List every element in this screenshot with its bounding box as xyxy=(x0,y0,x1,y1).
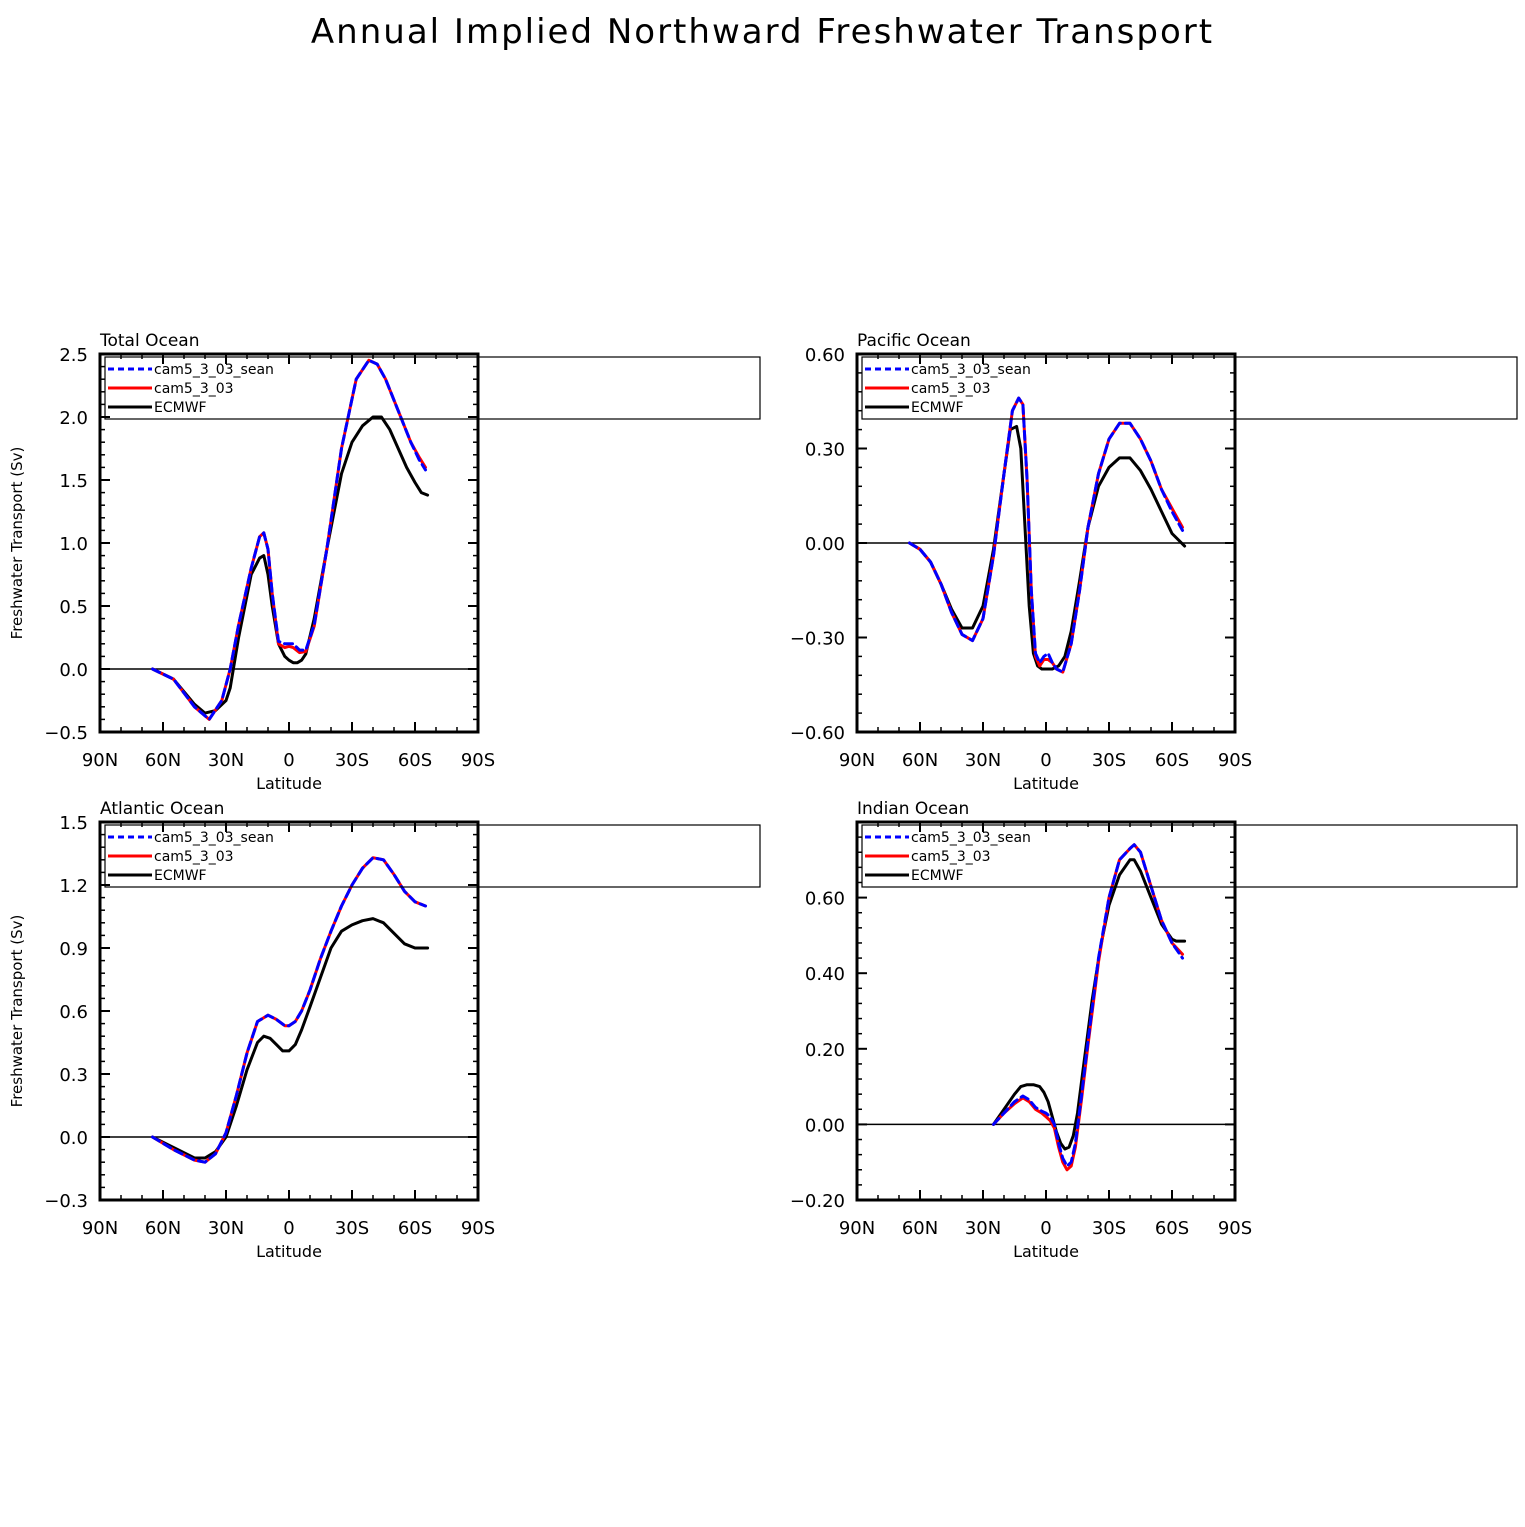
y-tick-label: 1.0 xyxy=(59,534,88,555)
chart-panel-4: Indian Ocean 90N 60N 30N 0 30S 60S 90S Latitude −… xyxy=(790,799,1518,1261)
legend-label: cam5_3_03 xyxy=(154,381,234,397)
legend-label: ECMWF xyxy=(154,868,207,884)
panel-title: Indian Ocean xyxy=(857,799,969,819)
x-tick-label: 90S xyxy=(461,1218,495,1239)
y-tick-label: −0.20 xyxy=(790,1191,845,1212)
x-tick-label: 30S xyxy=(335,750,369,771)
y-tick-label: 0.40 xyxy=(805,964,845,985)
x-tick-label: 30S xyxy=(1092,750,1126,771)
panel-title: Total Ocean xyxy=(99,331,200,351)
legend-label: ECMWF xyxy=(154,400,207,416)
x-tick-label: 60S xyxy=(398,750,432,771)
series-line-cam5-3-03-sean xyxy=(992,843,1184,1168)
chart-panel-2: Pacific Ocean 90N 60N 30N 0 30S 60S 90S Latitude… xyxy=(790,331,1518,793)
x-axis-label: Latitude xyxy=(1013,774,1079,793)
y-tick-label: 0.00 xyxy=(805,1115,845,1136)
y-tick-label: 1.2 xyxy=(59,876,88,897)
series-line-cam5-3-03 xyxy=(151,856,427,1164)
x-tick-label: 60N xyxy=(145,750,181,771)
y-tick-label: 0.9 xyxy=(59,939,88,960)
x-tick-label: 0 xyxy=(1040,750,1051,771)
x-tick-label: 90S xyxy=(461,750,495,771)
x-tick-label: 30S xyxy=(335,1218,369,1239)
legend-label: ECMWF xyxy=(911,400,964,416)
x-tick-label: 30N xyxy=(965,1218,1001,1239)
y-tick-label: 0.5 xyxy=(59,597,88,618)
chart-panel-3: Atlantic Ocean 90N 60N 30N 0 30S 60S 90S Latitud… xyxy=(8,799,761,1261)
y-tick-label: −0.3 xyxy=(44,1191,88,1212)
series-line-ECMWF xyxy=(151,415,430,715)
x-tick-label: 0 xyxy=(283,750,294,771)
x-tick-label: 60N xyxy=(902,1218,938,1239)
y-tick-label: 0.60 xyxy=(805,889,845,910)
legend-box xyxy=(861,824,1518,888)
y-tick-label: 0.3 xyxy=(59,1065,88,1086)
x-tick-label: 60N xyxy=(145,1218,181,1239)
y-tick-label: 0.30 xyxy=(805,440,845,461)
x-tick-label: 30N xyxy=(208,750,244,771)
legend-box xyxy=(861,356,1518,420)
x-tick-label: 90N xyxy=(82,750,118,771)
legend-label: cam5_3_03_sean xyxy=(911,362,1031,378)
x-axis-label: Latitude xyxy=(256,1242,322,1261)
y-axis-label: Freshwater Transport (Sv) xyxy=(8,447,26,640)
legend-label: cam5_3_03 xyxy=(911,381,991,397)
y-tick-label: 1.5 xyxy=(59,813,88,834)
series-line-cam5-3-03 xyxy=(908,396,1184,674)
y-tick-label: 0.6 xyxy=(59,1002,88,1023)
y-tick-label: 0.20 xyxy=(805,1040,845,1061)
y-tick-label: 0.0 xyxy=(59,660,88,681)
x-tick-label: 90N xyxy=(839,750,875,771)
legend-box xyxy=(104,356,761,420)
legend-label: cam5_3_03 xyxy=(154,849,234,865)
series-line-cam5-3-03-sean xyxy=(151,856,427,1164)
x-tick-label: 90S xyxy=(1218,750,1252,771)
x-tick-label: 60S xyxy=(1155,1218,1189,1239)
x-tick-label: 90S xyxy=(1218,1218,1252,1239)
series-line-ECMWF xyxy=(151,917,430,1160)
y-tick-label: −0.60 xyxy=(790,723,845,744)
legend-label: cam5_3_03_sean xyxy=(154,362,274,378)
legend-box xyxy=(104,824,761,888)
chart-panel-1: Total Ocean 90N 60N 30N 0 30S 60S 90S Latitude −0… xyxy=(8,331,761,793)
legend-label: cam5_3_03 xyxy=(911,849,991,865)
panel-title: Pacific Ocean xyxy=(857,331,971,351)
x-tick-label: 60S xyxy=(1155,750,1189,771)
x-tick-label: 0 xyxy=(1040,1218,1051,1239)
y-tick-label: 2.5 xyxy=(59,345,88,366)
x-tick-label: 0 xyxy=(283,1218,294,1239)
legend-label: cam5_3_03_sean xyxy=(911,830,1031,846)
y-tick-label: 0.0 xyxy=(59,1128,88,1149)
y-tick-label: 1.5 xyxy=(59,471,88,492)
x-tick-label: 30S xyxy=(1092,1218,1126,1239)
y-tick-label: 2.0 xyxy=(59,408,88,429)
x-tick-label: 90N xyxy=(839,1218,875,1239)
y-tick-label: −0.30 xyxy=(790,629,845,650)
y-tick-label: 0.00 xyxy=(805,534,845,555)
y-tick-label: −0.5 xyxy=(44,723,88,744)
legend-label: ECMWF xyxy=(911,868,964,884)
x-axis-label: Latitude xyxy=(1013,1242,1079,1261)
x-tick-label: 90N xyxy=(82,1218,118,1239)
series-line-ECMWF xyxy=(992,858,1187,1151)
legend-label: cam5_3_03_sean xyxy=(154,830,274,846)
x-tick-label: 30N xyxy=(965,750,1001,771)
series-line-ECMWF xyxy=(908,424,1187,671)
y-axis-label: Freshwater Transport (Sv) xyxy=(8,915,26,1108)
y-tick-label: 0.60 xyxy=(805,345,845,366)
x-tick-label: 60S xyxy=(398,1218,432,1239)
series-line-cam5-3-03-sean xyxy=(151,358,427,721)
series-line-cam5-3-03-sean xyxy=(908,396,1184,674)
x-tick-label: 30N xyxy=(208,1218,244,1239)
figure-title: Annual Implied Northward Freshwater Tran… xyxy=(310,12,1215,52)
x-axis-label: Latitude xyxy=(256,774,322,793)
panel-title: Atlantic Ocean xyxy=(100,799,224,819)
x-tick-label: 60N xyxy=(902,750,938,771)
